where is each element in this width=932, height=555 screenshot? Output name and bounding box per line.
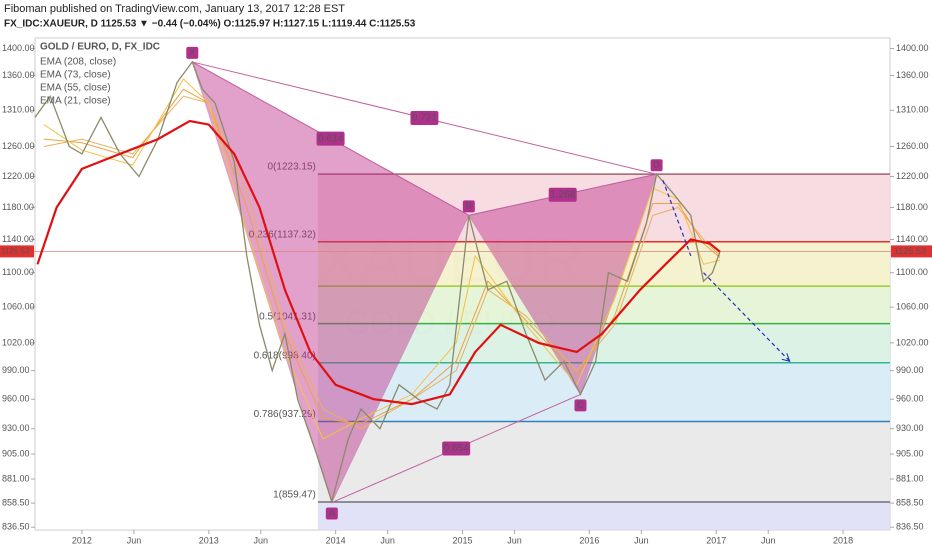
y-tick-label: 1140.00	[2, 234, 34, 244]
y-tick-label: 1220.00	[2, 171, 35, 181]
y-tick-label: 858.50	[896, 497, 924, 507]
point-label: X	[189, 47, 195, 57]
y-tick-label: 1060.00	[896, 302, 929, 312]
x-tick-label: 2012	[72, 535, 92, 545]
series-line	[43, 88, 721, 425]
x-tick-label: Jun	[634, 535, 649, 545]
y-tick-label: 1260.00	[2, 141, 35, 151]
x-tick-label: Jun	[254, 535, 269, 545]
point-badge	[574, 399, 587, 412]
last-price-badge	[891, 245, 932, 258]
point-badge	[462, 200, 475, 213]
series-line	[34, 60, 721, 504]
x-tick-label: 2017	[706, 535, 726, 545]
fib-label: 0.236(1137.32)	[249, 229, 316, 240]
fib-label: 0(1223.15)	[268, 162, 316, 173]
ratio-badge	[548, 187, 577, 202]
fib-zone	[317, 241, 890, 287]
point-label: D	[653, 160, 660, 170]
y-tick-label: 1260.00	[896, 141, 929, 151]
fib-label: 0.5(1041.31)	[259, 311, 316, 322]
y-tick-label: 1360.00	[896, 70, 929, 80]
y-tick-label: 960.00	[2, 394, 30, 404]
ratio-badge	[316, 131, 345, 146]
point-badge	[186, 46, 199, 59]
ratio-label: 0.614	[318, 133, 343, 144]
ratio-label: 0.654	[444, 443, 469, 454]
y-tick-label: 1400.00	[896, 43, 929, 53]
arrow-head	[781, 353, 791, 363]
y-tick-label: 1100.00	[2, 267, 34, 277]
fib-label: 0.618(998.40)	[254, 350, 316, 361]
last-price-badge	[0, 245, 34, 258]
x-tick-label: Jun	[761, 535, 776, 545]
y-tick-label: 1020.00	[896, 337, 929, 347]
fib-zone	[317, 502, 890, 530]
fib-zone	[317, 362, 890, 422]
legend-item: EMA (55, close)	[40, 83, 111, 94]
y-tick-label: 1310.00	[896, 105, 929, 115]
fib-zone	[317, 421, 890, 503]
point-badge	[325, 507, 338, 520]
point-label: C	[577, 400, 584, 410]
point-label: B	[466, 201, 472, 211]
x-tick-label: 2014	[326, 535, 346, 545]
y-tick-label: 960.00	[896, 394, 924, 404]
y-tick-label: 881.00	[896, 473, 924, 483]
y-tick-label: 1180.00	[896, 202, 928, 212]
y-tick-label: 1400.00	[2, 43, 35, 53]
y-tick-label: 858.50	[2, 497, 30, 507]
fib-label: 1(859.47)	[273, 490, 316, 501]
y-tick-label: 1020.00	[2, 337, 35, 347]
y-tick-label: 1360.00	[2, 70, 35, 80]
y-tick-label: 930.00	[896, 423, 924, 433]
legend-item: EMA (21, close)	[40, 96, 111, 107]
header: Fiboman published on TradingView.com, Ja…	[4, 3, 345, 15]
last-price-label: 1125.53	[894, 246, 926, 256]
point-label: A	[329, 508, 335, 518]
x-tick-label: 2013	[199, 535, 219, 545]
y-tick-label: 1220.00	[896, 171, 929, 181]
y-tick-label: 930.00	[2, 423, 30, 433]
x-tick-label: Jun	[507, 535, 522, 545]
y-tick-label: 836.50	[896, 522, 924, 532]
ratio-label: 1.268	[550, 189, 575, 200]
legend-title: GOLD / EURO, D, FX_IDC	[40, 42, 160, 53]
legend-item: EMA (208, close)	[40, 57, 116, 68]
x-tick-label: 2016	[579, 535, 599, 545]
ratio-label: 0.721	[412, 113, 437, 124]
y-tick-label: 1060.00	[2, 302, 35, 312]
ratio-badge	[442, 441, 471, 456]
x-tick-label: Jun	[127, 535, 142, 545]
x-tick-label: 2015	[452, 535, 472, 545]
series-line	[36, 119, 721, 406]
point-badge	[650, 159, 663, 172]
ratio-badge	[410, 111, 439, 126]
y-tick-label: 836.50	[2, 522, 30, 532]
legend-item: EMA (73, close)	[40, 70, 111, 81]
y-tick-label: 905.00	[2, 448, 30, 458]
fib-label: 0.786(937.29)	[254, 409, 316, 420]
y-tick-label: 881.00	[2, 473, 30, 483]
quote: FX_IDC:XAUEUR, D 1125.53 ▼ −0.44 (−0.04%…	[4, 19, 416, 30]
x-tick-label: 2018	[833, 535, 853, 545]
y-tick-label: 905.00	[896, 448, 924, 458]
last-price-label: 1125.53	[1, 246, 30, 255]
y-tick-label: 990.00	[2, 365, 30, 375]
y-tick-label: 1180.00	[2, 202, 34, 212]
x-tick-label: Jun	[380, 535, 395, 545]
y-tick-label: 990.00	[896, 365, 924, 375]
y-tick-label: 1140.00	[896, 234, 928, 244]
y-tick-label: 1100.00	[896, 267, 928, 277]
y-tick-label: 1310.00	[2, 105, 35, 115]
